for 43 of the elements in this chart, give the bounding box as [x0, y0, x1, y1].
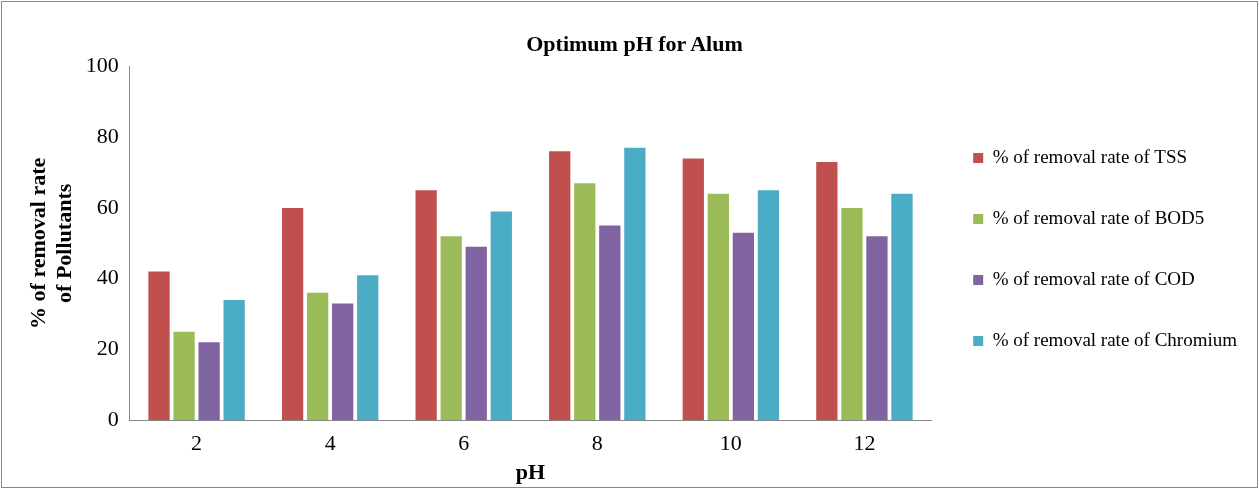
bar	[707, 193, 729, 421]
x-tick-label: 4	[324, 430, 336, 456]
bar	[357, 275, 379, 421]
bar	[624, 147, 646, 421]
bar	[148, 271, 170, 421]
bar	[490, 211, 512, 421]
bar	[732, 232, 755, 421]
x-tick-label: 6	[458, 430, 470, 456]
chart-title: Optimum pH for Alum	[526, 30, 743, 56]
y-tick-label: 40	[96, 264, 119, 290]
bar	[866, 236, 888, 421]
bar	[891, 193, 913, 421]
bar	[574, 183, 596, 421]
legend-label: % of removal rate of Chromium	[992, 328, 1238, 350]
legend-label: % of removal rate of BOD5	[992, 206, 1205, 228]
legend-label: % of removal rate of TSS	[992, 145, 1188, 167]
bar	[757, 190, 780, 421]
x-tick-label: 12	[853, 430, 876, 456]
bar	[306, 292, 329, 421]
bar	[816, 161, 838, 421]
x-axis-title: pH	[515, 459, 546, 485]
bar	[281, 207, 304, 421]
y-axis-title: % of removal rate of Pollutants	[24, 157, 77, 329]
y-tick-label: 20	[96, 335, 119, 361]
x-tick-label: 10	[719, 430, 742, 456]
bar	[599, 225, 621, 421]
x-tick-label: 8	[591, 430, 603, 456]
x-tick-label: 2	[191, 430, 203, 456]
y-tick-label: 80	[96, 122, 119, 148]
bar	[440, 236, 462, 421]
legend-label: % of removal rate of COD	[992, 267, 1195, 289]
bar	[173, 331, 195, 421]
bar	[682, 158, 704, 421]
bar	[198, 342, 220, 421]
bar	[415, 190, 437, 421]
y-tick-label: 0	[107, 405, 119, 431]
bar	[465, 246, 487, 421]
y-tick-label: 60	[96, 193, 119, 219]
bar	[223, 299, 245, 421]
bar	[332, 303, 354, 421]
bar	[841, 207, 863, 421]
y-tick-label: 100	[85, 52, 119, 78]
bar	[549, 151, 571, 421]
